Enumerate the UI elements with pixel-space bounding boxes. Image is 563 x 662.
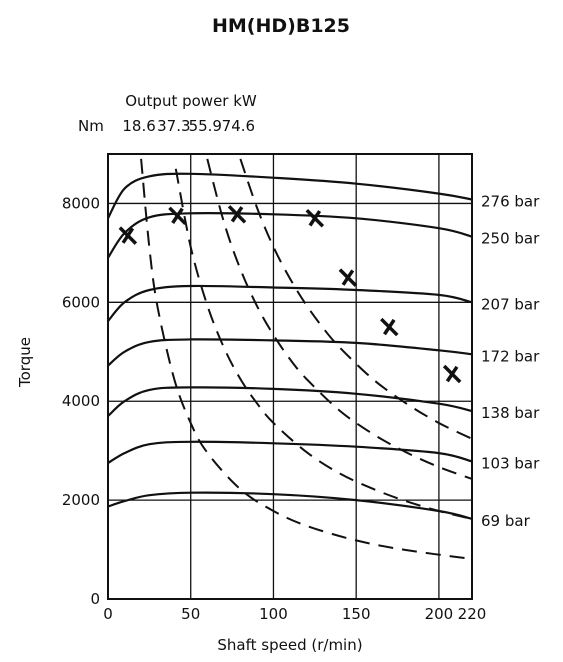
power-axis-title: Output power kW: [125, 92, 257, 110]
series-line: [107, 491, 473, 520]
series-label: 250 bar: [481, 230, 540, 248]
marker-stroke: [121, 227, 135, 244]
series-label: 103 bar: [481, 455, 540, 473]
y-axis-label: Torque: [16, 337, 34, 388]
series-label: 138 bar: [481, 404, 540, 422]
x-tick-label: 0: [103, 605, 113, 623]
power-curve: [140, 158, 473, 560]
y-tick-label: 0: [90, 590, 100, 608]
power-label: 74.6: [222, 117, 255, 135]
chart-title: HM(HD)B125: [212, 15, 350, 37]
series-label: 172 bar: [481, 347, 540, 365]
power-label: 37.3: [157, 117, 190, 135]
marker-stroke: [171, 207, 184, 224]
torque-curves: [107, 172, 473, 520]
x-tick-label: 150: [342, 605, 371, 623]
power-axis-unit-label: Nm: [78, 117, 104, 135]
x-axis-label: Shaft speed (r/min): [217, 636, 362, 654]
marker-stroke: [445, 365, 459, 383]
series-label: 276 bar: [481, 192, 540, 210]
y-axis-ticks: 0 2000 4000 6000 8000: [62, 194, 100, 608]
marker-stroke: [308, 210, 322, 227]
max-marker: [227, 205, 247, 224]
series-label: 69 bar: [481, 512, 531, 530]
max-marker: [442, 364, 462, 384]
x-axis-ticks: 0 50 100 150 200 220: [103, 605, 486, 623]
x-tick-label: 50: [181, 605, 200, 623]
power-curves: [140, 158, 473, 560]
series-line: [107, 338, 473, 367]
marker-stroke: [230, 206, 244, 223]
y-tick-label: 8000: [62, 194, 100, 212]
series-line: [107, 440, 473, 464]
y-tick-label: 6000: [62, 293, 100, 311]
power-curve: [206, 158, 473, 480]
x-tick-label: 100: [259, 605, 288, 623]
max-marker: [168, 206, 187, 226]
power-label: 18.6: [122, 117, 155, 135]
series-line: [107, 212, 473, 259]
power-label: 55.9: [189, 117, 222, 135]
marker-stroke: [341, 269, 355, 286]
max-marker: [305, 209, 325, 228]
grid-lines: [108, 154, 472, 599]
max-markers: [118, 205, 462, 384]
x-tick-label: 220: [458, 605, 487, 623]
series-line: [107, 172, 473, 219]
series-label: 207 bar: [481, 295, 540, 313]
max-marker: [380, 317, 399, 337]
series-line: [107, 386, 473, 417]
power-labels: 18.6 37.355.9 74.6: [122, 117, 255, 135]
y-tick-label: 4000: [62, 392, 100, 410]
marker-stroke: [383, 318, 396, 336]
max-marker: [118, 226, 138, 245]
power-curve: [174, 168, 473, 520]
series-labels: 276 bar 250 bar 207 bar 172 bar 138 bar 103 b…: [481, 192, 540, 529]
power-curve: [239, 158, 473, 440]
y-tick-label: 2000: [62, 491, 100, 509]
x-tick-label: 200: [425, 605, 454, 623]
series-line: [107, 284, 473, 322]
max-marker: [338, 268, 358, 287]
plot-frame: [107, 153, 473, 600]
